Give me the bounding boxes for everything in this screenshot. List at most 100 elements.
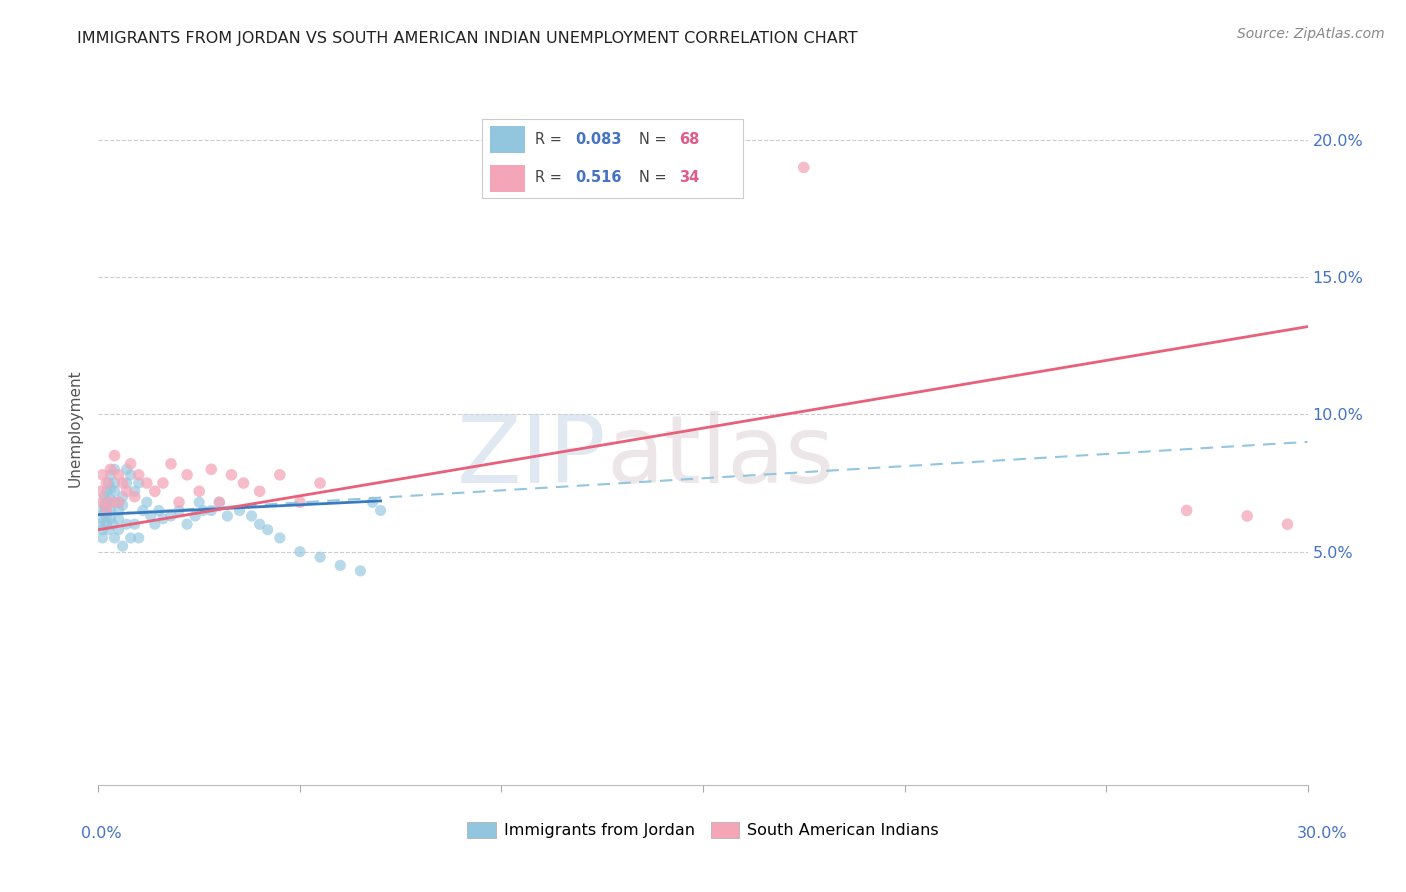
Point <box>107 467 129 482</box>
Point <box>128 531 150 545</box>
Point <box>184 508 207 523</box>
Point <box>91 512 114 526</box>
Point <box>91 503 114 517</box>
Y-axis label: Unemployment: Unemployment <box>67 369 83 487</box>
Point <box>96 517 118 532</box>
Point <box>97 523 120 537</box>
Point <box>217 508 239 523</box>
Point <box>96 503 118 517</box>
Point <box>100 512 122 526</box>
Point <box>167 503 190 517</box>
Point <box>309 476 332 491</box>
Point <box>107 523 129 537</box>
Point <box>269 467 291 482</box>
Point <box>115 462 138 476</box>
Point <box>103 449 125 463</box>
Point <box>103 484 125 499</box>
Point <box>115 517 138 532</box>
Point <box>139 508 162 523</box>
Point <box>288 495 311 509</box>
Point <box>100 462 122 476</box>
Point <box>100 492 122 507</box>
Point <box>228 503 250 517</box>
Point <box>200 462 222 476</box>
Text: 30.0%: 30.0% <box>1296 827 1347 841</box>
Point <box>143 517 166 532</box>
Text: Source: ZipAtlas.com: Source: ZipAtlas.com <box>1237 27 1385 41</box>
Text: atlas: atlas <box>606 410 835 503</box>
Point <box>135 476 157 491</box>
Point <box>232 476 254 491</box>
Point <box>100 467 122 482</box>
Point <box>91 523 114 537</box>
Point <box>101 517 124 532</box>
Point <box>128 476 150 491</box>
Point <box>200 503 222 517</box>
Point <box>89 517 111 532</box>
Point <box>167 495 190 509</box>
Point <box>111 490 134 504</box>
Point <box>120 531 142 545</box>
Point <box>107 495 129 509</box>
Point <box>91 495 114 509</box>
Point <box>160 457 183 471</box>
Point <box>97 476 120 491</box>
Point <box>249 517 271 532</box>
Point <box>96 508 118 523</box>
Point <box>91 531 114 545</box>
Point <box>124 484 146 499</box>
Point <box>96 503 118 517</box>
Point <box>107 503 129 517</box>
Point <box>256 523 278 537</box>
Point <box>111 498 134 512</box>
Point <box>91 467 114 482</box>
Point <box>103 495 125 509</box>
Point <box>152 512 174 526</box>
Point <box>120 467 142 482</box>
Point <box>89 484 111 499</box>
Point <box>93 498 115 512</box>
Point <box>107 495 129 509</box>
Point <box>132 503 155 517</box>
Legend: Immigrants from Jordan, South American Indians: Immigrants from Jordan, South American I… <box>461 815 945 845</box>
Point <box>1175 503 1198 517</box>
Point <box>115 476 138 491</box>
Point <box>135 495 157 509</box>
Point <box>208 495 231 509</box>
Point <box>115 484 138 499</box>
Point <box>176 467 198 482</box>
Point <box>1277 517 1299 532</box>
Point <box>221 467 243 482</box>
Point <box>288 544 311 558</box>
Point <box>128 467 150 482</box>
Point <box>96 476 118 491</box>
Point <box>329 558 352 573</box>
Point <box>160 508 183 523</box>
Point <box>100 495 122 509</box>
Point <box>93 490 115 504</box>
Point <box>193 503 215 517</box>
Point <box>103 476 125 491</box>
Point <box>103 531 125 545</box>
Point <box>176 517 198 532</box>
Point <box>148 503 170 517</box>
Point <box>309 550 332 565</box>
Point <box>1236 508 1258 523</box>
Point <box>361 495 384 509</box>
Point <box>124 517 146 532</box>
Point <box>93 506 115 520</box>
Point <box>96 484 118 499</box>
Text: ZIP: ZIP <box>457 410 606 503</box>
Point <box>793 161 815 175</box>
Point <box>100 482 122 496</box>
Point <box>188 484 211 499</box>
Point <box>208 495 231 509</box>
Point <box>96 495 118 509</box>
Point <box>152 476 174 491</box>
Point <box>249 484 271 499</box>
Point <box>143 484 166 499</box>
Text: IMMIGRANTS FROM JORDAN VS SOUTH AMERICAN INDIAN UNEMPLOYMENT CORRELATION CHART: IMMIGRANTS FROM JORDAN VS SOUTH AMERICAN… <box>77 31 858 46</box>
Point <box>100 503 122 517</box>
Point <box>269 531 291 545</box>
Point <box>124 490 146 504</box>
